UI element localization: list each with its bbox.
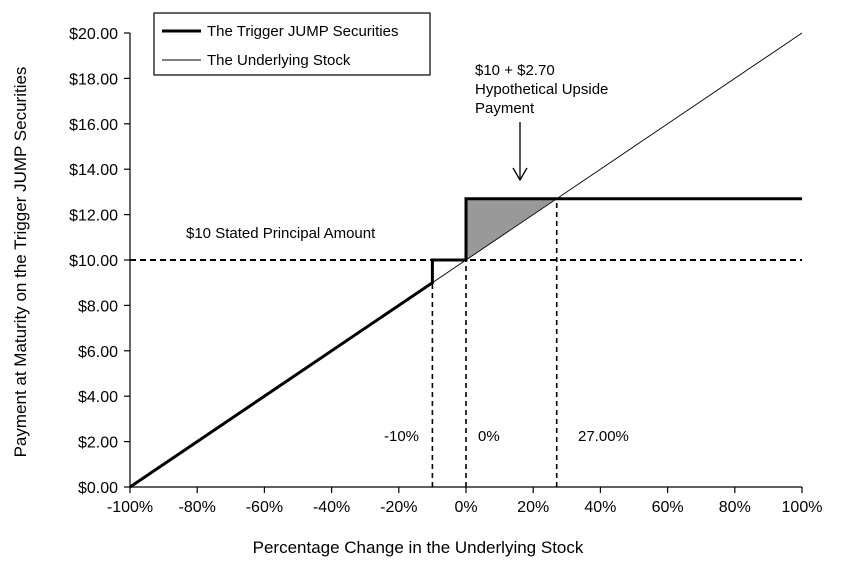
x-axis-title: Percentage Change in the Underlying Stoc… (253, 538, 584, 557)
legend-label-securities: The Trigger JUMP Securities (207, 23, 398, 40)
x-tick-label: 20% (517, 499, 549, 516)
upside-annotation-line-1: $10 + $2.70 (475, 62, 555, 79)
x-tick-label: -20% (380, 499, 417, 516)
upside-arrow (512, 122, 528, 182)
x-tick-label: 60% (652, 499, 684, 516)
y-tick-label: $6.00 (78, 344, 118, 361)
y-tick-label: $20.00 (69, 26, 118, 43)
x-tick-label: -100% (107, 499, 153, 516)
zero-pct-label: 0% (478, 428, 500, 445)
x-tick-label: -60% (246, 499, 283, 516)
y-tick-label: $0.00 (78, 480, 118, 497)
x-tick-label: 100% (782, 499, 823, 516)
y-axis-title: Payment at Maturity on the Trigger JUMP … (11, 67, 30, 458)
y-tick-label: $14.00 (69, 162, 118, 179)
y-tick-label: $16.00 (69, 117, 118, 134)
series-line-trigger-jump-securities (129, 197, 802, 489)
x-tick-label: 40% (584, 499, 616, 516)
x-tick-label: 80% (719, 499, 751, 516)
upside-annotation-line-2: Hypothetical Upside (475, 81, 608, 98)
y-tick-label: $8.00 (78, 298, 118, 315)
legend: The Trigger JUMP Securities The Underlyi… (153, 12, 431, 76)
plot-area (129, 32, 803, 489)
y-tick-label: $2.00 (78, 435, 118, 452)
axes: $0.00 $2.00 $4.00 $6.00 $8.00 $10.00 $12.00 $14… (69, 26, 822, 516)
cap-pct-label: 27.00% (578, 428, 629, 445)
principal-label: $10 Stated Principal Amount (186, 225, 376, 242)
y-tick-label: $12.00 (69, 208, 118, 225)
y-tick-label: $18.00 (69, 71, 118, 88)
x-tick-label: 0% (454, 499, 477, 516)
legend-box (153, 12, 431, 76)
x-tick-label: -80% (179, 499, 216, 516)
y-tick-label: $4.00 (78, 389, 118, 406)
y-tick-label: $10.00 (69, 253, 118, 270)
legend-label-stock: The Underlying Stock (207, 52, 351, 69)
trigger-pct-label: -10% (384, 428, 419, 445)
x-tick-label: -40% (313, 499, 350, 516)
upside-annotation-line-3: Payment (475, 100, 535, 117)
